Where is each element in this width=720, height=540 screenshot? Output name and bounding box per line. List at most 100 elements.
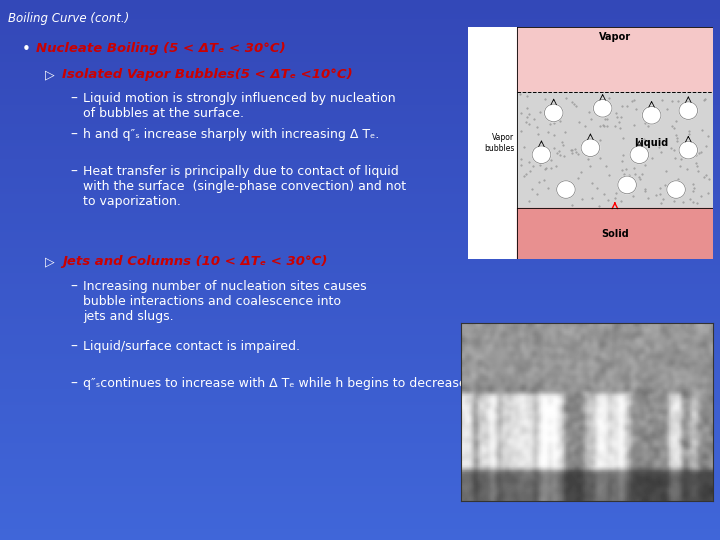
Bar <box>0 520 720 524</box>
Bar <box>0 174 720 178</box>
Bar <box>0 274 720 278</box>
Text: –: – <box>70 280 77 294</box>
Bar <box>0 172 720 176</box>
Bar <box>0 272 720 275</box>
Bar <box>0 417 720 421</box>
Bar <box>0 350 720 354</box>
Bar <box>517 92 713 208</box>
Bar <box>0 220 720 224</box>
Text: Jets and Columns (10 < ΔTₑ < 30°C): Jets and Columns (10 < ΔTₑ < 30°C) <box>62 255 328 268</box>
Bar <box>0 517 720 521</box>
Bar <box>0 247 720 251</box>
Bar <box>0 318 720 321</box>
Bar <box>0 480 720 483</box>
Bar <box>0 45 720 49</box>
Circle shape <box>593 99 612 117</box>
Bar <box>0 26 720 30</box>
Bar <box>0 326 720 329</box>
Bar <box>0 447 720 451</box>
Bar <box>0 239 720 243</box>
Bar <box>0 12 720 16</box>
Bar <box>0 61 720 65</box>
Bar <box>0 288 720 292</box>
Text: q″ₛcontinues to increase with Δ Tₑ while h begins to decrease.: q″ₛcontinues to increase with Δ Tₑ while… <box>83 377 471 390</box>
Bar <box>0 34 720 38</box>
Circle shape <box>679 102 698 119</box>
Bar <box>0 245 720 248</box>
Bar <box>0 301 720 305</box>
Bar <box>0 498 720 502</box>
Bar <box>0 134 720 138</box>
Bar <box>0 342 720 346</box>
Bar <box>0 307 720 310</box>
Bar <box>0 380 720 383</box>
Text: ▷: ▷ <box>45 68 55 81</box>
Bar <box>0 66 720 70</box>
Bar <box>0 115 720 119</box>
Bar <box>0 237 720 240</box>
Bar <box>0 512 720 516</box>
Bar <box>0 147 720 151</box>
Bar <box>0 282 720 286</box>
Bar <box>0 358 720 362</box>
Bar <box>0 469 720 472</box>
Bar <box>0 496 720 500</box>
Bar <box>0 399 720 402</box>
Bar <box>0 339 720 343</box>
Bar <box>0 93 720 97</box>
Bar <box>0 334 720 338</box>
Bar <box>0 139 720 143</box>
Bar <box>0 191 720 194</box>
Bar <box>0 107 720 111</box>
Text: Liquid motion is strongly influenced by nucleation
of bubbles at the surface.: Liquid motion is strongly influenced by … <box>83 92 395 120</box>
Bar <box>0 485 720 489</box>
Bar <box>0 39 720 43</box>
Bar <box>0 525 720 529</box>
Text: Boiling Curve (cont.): Boiling Curve (cont.) <box>8 12 130 25</box>
Text: Heat transfer is principally due to contact of liquid
with the surface  (single-: Heat transfer is principally due to cont… <box>83 165 406 208</box>
Bar <box>0 488 720 491</box>
Bar <box>0 207 720 211</box>
Circle shape <box>581 139 600 157</box>
Bar <box>0 366 720 370</box>
Text: –: – <box>70 377 77 391</box>
Bar <box>0 228 720 232</box>
Bar <box>0 523 720 526</box>
Bar <box>0 18 720 22</box>
Bar <box>0 80 720 84</box>
Text: –: – <box>70 340 77 354</box>
Bar <box>0 353 720 356</box>
Text: Isolated Vapor Bubbles(5 < ΔTₑ <10°C): Isolated Vapor Bubbles(5 < ΔTₑ <10°C) <box>62 68 353 81</box>
Bar <box>0 407 720 410</box>
Text: ▷: ▷ <box>45 255 55 268</box>
Bar <box>0 347 720 351</box>
Bar <box>0 177 720 181</box>
Bar <box>0 504 720 508</box>
Bar <box>0 312 720 316</box>
Bar <box>0 85 720 89</box>
Bar <box>0 204 720 208</box>
Circle shape <box>532 146 551 164</box>
Bar <box>0 299 720 302</box>
Bar <box>0 428 720 432</box>
Circle shape <box>642 106 661 124</box>
Bar <box>0 393 720 397</box>
Bar <box>0 2 720 5</box>
Bar <box>0 193 720 197</box>
Bar <box>0 501 720 505</box>
Bar <box>0 304 720 308</box>
Bar <box>0 50 720 54</box>
Text: Increasing number of nucleation sites causes
bubble interactions and coalescence: Increasing number of nucleation sites ca… <box>83 280 366 323</box>
Bar <box>0 444 720 448</box>
Bar <box>0 7 720 11</box>
Bar <box>0 293 720 297</box>
Bar <box>0 372 720 375</box>
Bar <box>0 431 720 435</box>
Bar <box>0 323 720 327</box>
Bar <box>0 269 720 273</box>
Bar <box>0 409 720 413</box>
Bar <box>0 131 720 135</box>
Bar <box>0 291 720 294</box>
Bar <box>0 439 720 443</box>
Bar <box>0 196 720 200</box>
